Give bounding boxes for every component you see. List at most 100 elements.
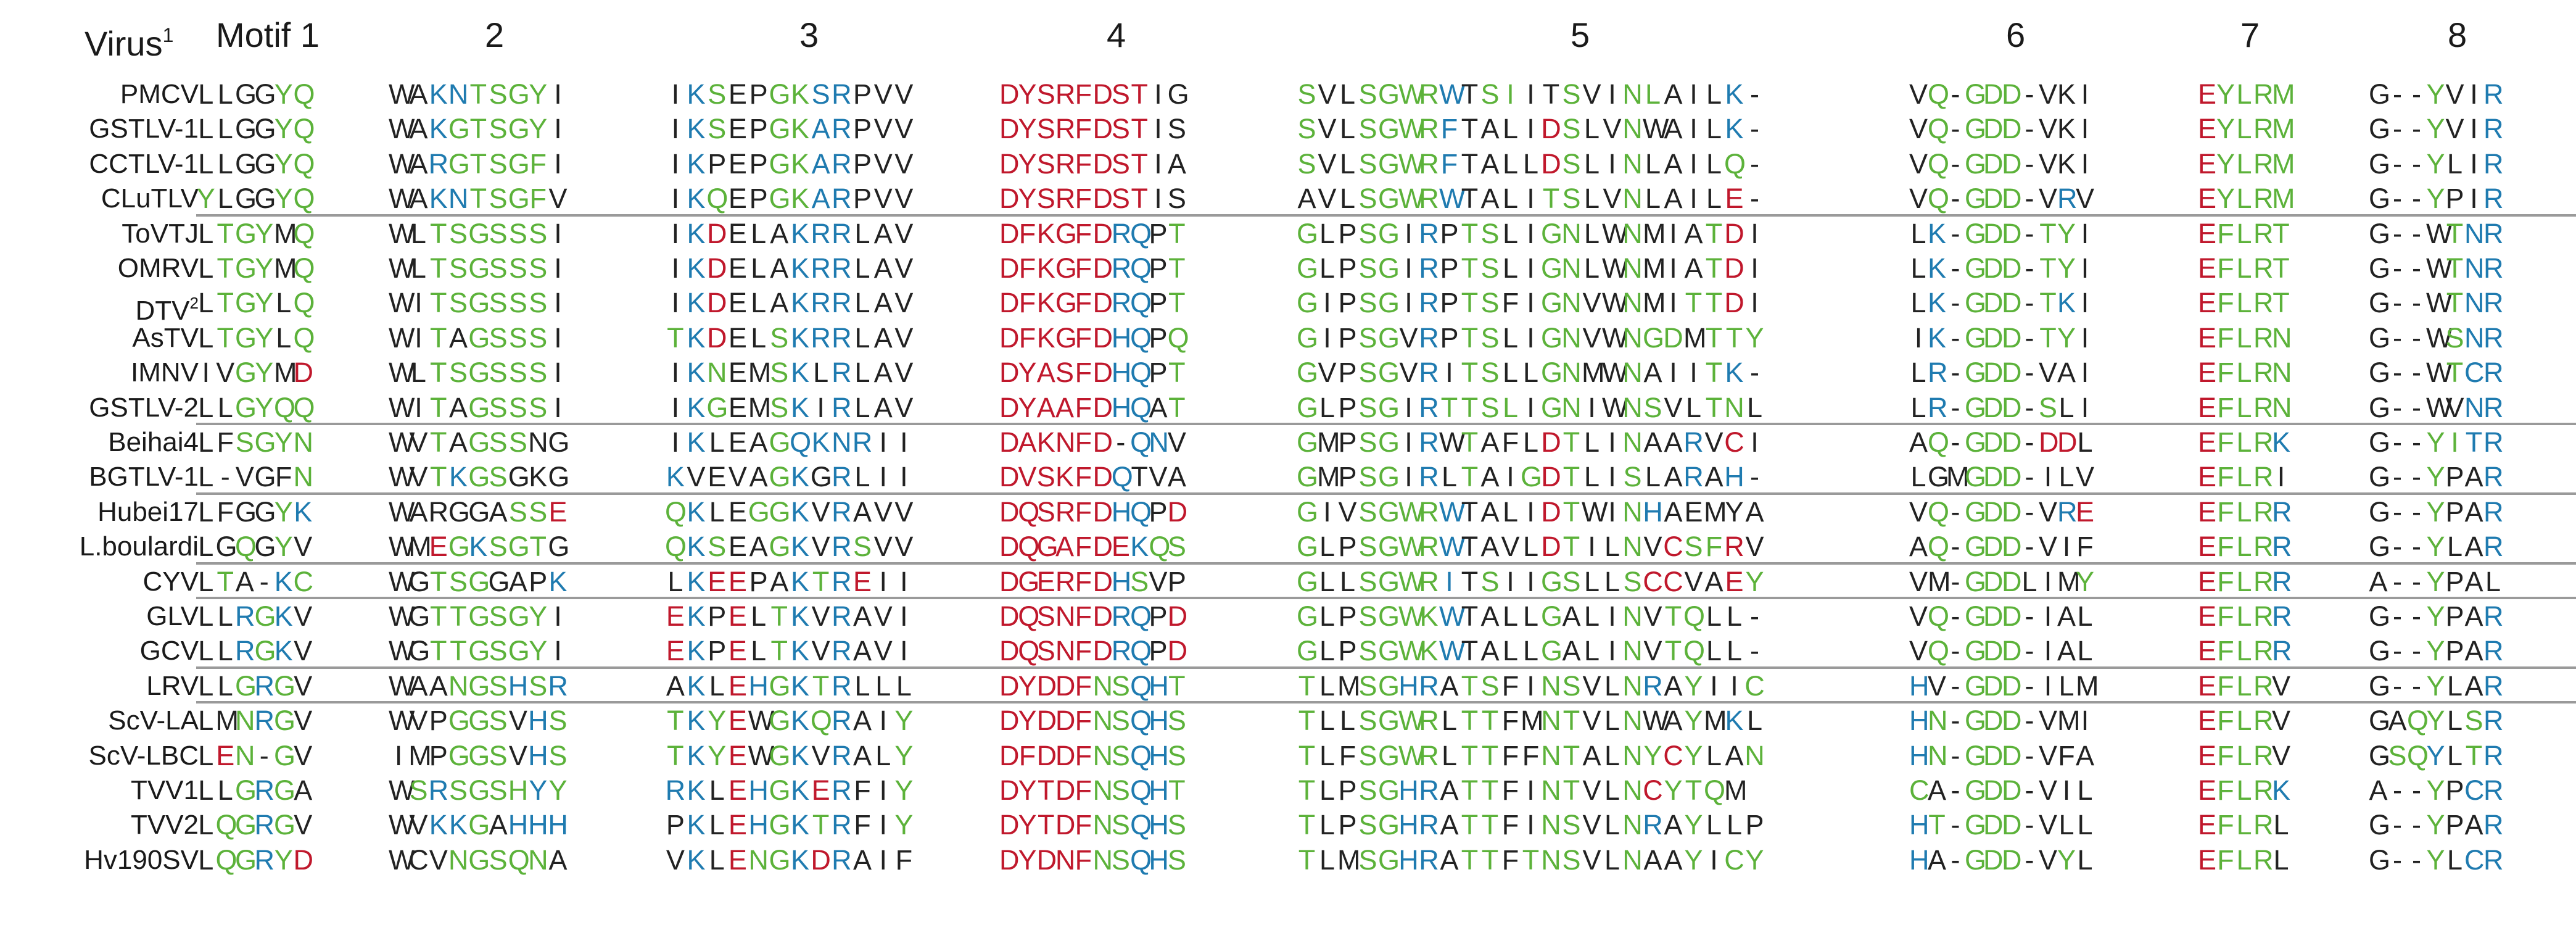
residue: Q bbox=[1167, 322, 1189, 354]
residue: S bbox=[489, 391, 508, 423]
motif-8-sequence: G- - WVNR bbox=[2369, 392, 2504, 424]
residue: T bbox=[2039, 322, 2057, 354]
residue: S bbox=[489, 739, 508, 771]
residue: G bbox=[2369, 287, 2391, 319]
residue: T bbox=[1461, 426, 1479, 458]
residue: H bbox=[508, 774, 529, 806]
group-separator bbox=[196, 423, 2576, 425]
residue: - bbox=[2393, 183, 2402, 215]
residue: D bbox=[1055, 739, 1076, 771]
residue: D bbox=[999, 461, 1020, 493]
residue: V bbox=[1167, 426, 1186, 458]
motif-5-sequence: AV L SGWRWTA L I TS L VNL A I L E - bbox=[1297, 183, 1765, 215]
residue: A bbox=[873, 252, 893, 284]
residue: A bbox=[409, 113, 428, 145]
residue: T bbox=[1461, 78, 1479, 110]
residue: Y bbox=[1643, 739, 1662, 771]
virus-name: Hv190SV bbox=[84, 844, 199, 876]
residue: R bbox=[1419, 147, 1439, 180]
residue: V bbox=[2076, 461, 2095, 493]
residue: A bbox=[853, 635, 872, 667]
residue: S bbox=[529, 252, 548, 284]
residue: L bbox=[1319, 809, 1335, 841]
residue: T bbox=[1461, 183, 1479, 215]
residue: R bbox=[1419, 287, 1439, 319]
residue: N bbox=[235, 705, 255, 737]
residue: G bbox=[508, 531, 530, 563]
residue: G bbox=[2369, 217, 2391, 249]
residue: - bbox=[1951, 670, 1960, 702]
header-motif-7: 7 bbox=[2240, 15, 2260, 54]
residue: Y bbox=[2426, 113, 2445, 145]
residue: N bbox=[1928, 705, 1948, 737]
residue: I bbox=[1527, 565, 1535, 597]
residue: P bbox=[1338, 217, 1357, 249]
residue: A bbox=[1480, 113, 1500, 145]
residue: I bbox=[554, 600, 562, 632]
residue: V bbox=[873, 635, 893, 667]
residue: L bbox=[1583, 565, 1600, 597]
residue: T bbox=[812, 565, 830, 597]
residue: D bbox=[2002, 287, 2022, 319]
residue: G bbox=[2369, 670, 2391, 702]
residue: Y bbox=[894, 774, 914, 806]
motif-3-sequence: RK L EHGKERF I Y bbox=[665, 774, 914, 807]
residue: A bbox=[1664, 844, 1683, 876]
residue: V bbox=[409, 705, 428, 737]
residue: L bbox=[1645, 147, 1661, 180]
residue: L bbox=[1685, 391, 1702, 423]
residue: T bbox=[1037, 809, 1055, 841]
motif-5-sequence: GVPSGVR I TS L LGNMWNA I I TK - bbox=[1297, 357, 1765, 389]
residue: A bbox=[1440, 809, 1459, 841]
residue: V bbox=[508, 739, 527, 771]
residue: Q bbox=[293, 217, 315, 249]
residue: E bbox=[666, 600, 685, 632]
residue: G bbox=[1378, 809, 1400, 841]
motif-4-sequence: DYSRFDST I A bbox=[999, 148, 1186, 180]
residue: G bbox=[1297, 217, 1319, 249]
residue: W bbox=[748, 705, 775, 737]
residue: S bbox=[1358, 461, 1377, 493]
residue: M bbox=[1683, 322, 1707, 354]
residue: G bbox=[1297, 461, 1319, 493]
residue: G bbox=[254, 600, 276, 632]
residue: E bbox=[708, 461, 727, 493]
residue: G bbox=[274, 670, 296, 702]
residue: N bbox=[2272, 391, 2292, 423]
residue: A bbox=[1684, 252, 1703, 284]
residue: L bbox=[198, 635, 214, 667]
residue: V bbox=[666, 844, 685, 876]
residue: R bbox=[1683, 461, 1704, 493]
residue: D bbox=[2002, 322, 2022, 354]
residue: G bbox=[1297, 252, 1319, 284]
residue: Q bbox=[1018, 496, 1040, 528]
motif-1-sequence: LGQGYV bbox=[196, 531, 313, 563]
residue: D bbox=[1092, 78, 1113, 110]
residue: S bbox=[449, 252, 468, 284]
residue: L bbox=[198, 147, 214, 180]
residue: - bbox=[2025, 287, 2034, 319]
residue: W bbox=[1398, 496, 1425, 528]
motif-6-sequence: HT - GDD - VL L bbox=[1909, 809, 2094, 841]
residue: - bbox=[2412, 809, 2421, 841]
alignment-row: ScV-LA LMNRGV WVPGGSVHS T KYEWGKQRA I Y DYDDFNS… bbox=[0, 702, 2576, 739]
residue: L bbox=[1583, 217, 1600, 249]
residue: L bbox=[2485, 565, 2501, 597]
residue: L bbox=[2058, 670, 2074, 702]
residue: R bbox=[254, 705, 275, 737]
motif-7-sequence: EYLRM bbox=[2198, 113, 2295, 145]
residue: D bbox=[2002, 426, 2022, 458]
alignment-row: GSTLV-2 L LGYQQ WI TAGSSS I I KGEMSK I R L AV DYAAFD… bbox=[0, 389, 2576, 426]
residue: R bbox=[2483, 774, 2504, 806]
residue: V bbox=[2039, 113, 2058, 145]
residue: - bbox=[1951, 705, 1960, 737]
residue: G bbox=[1297, 565, 1319, 597]
residue: L bbox=[2446, 705, 2463, 737]
residue: E bbox=[2198, 147, 2217, 180]
residue: M bbox=[1704, 705, 1727, 737]
residue: K bbox=[2057, 147, 2076, 180]
residue: R bbox=[2483, 217, 2504, 249]
residue: P bbox=[2445, 774, 2464, 806]
residue: T bbox=[429, 391, 447, 423]
residue: S bbox=[1111, 78, 1130, 110]
